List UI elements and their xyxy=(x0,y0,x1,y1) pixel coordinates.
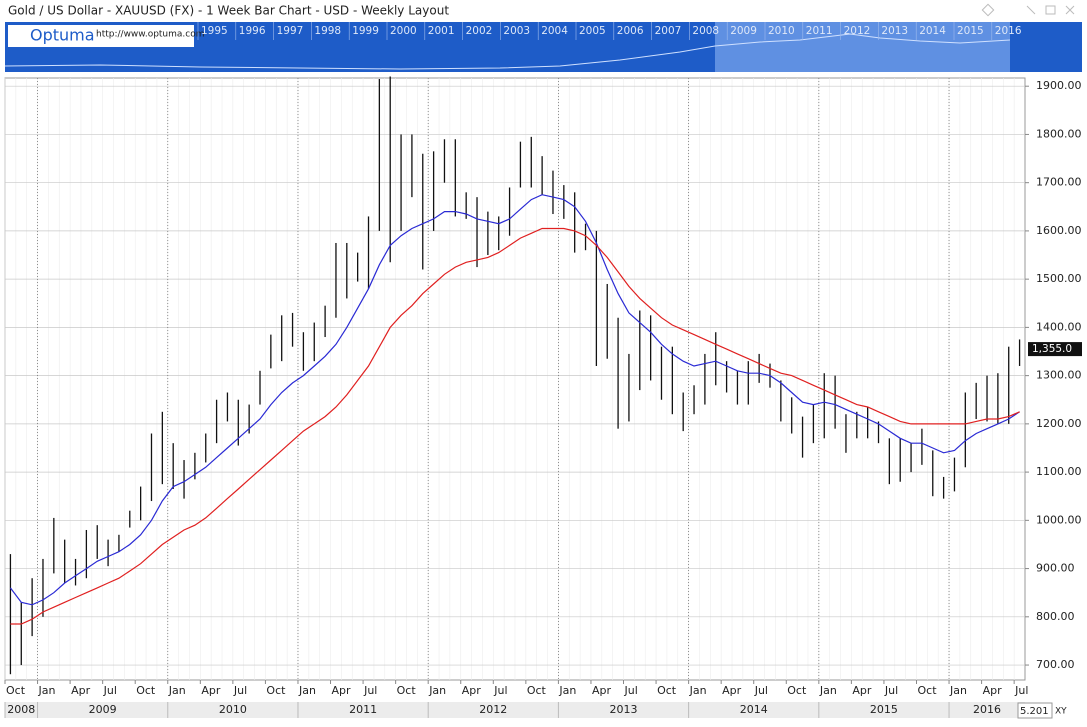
year-label: 2009 xyxy=(89,703,117,716)
x-tick-label: Jul xyxy=(493,684,507,697)
x-tick-label: Oct xyxy=(397,684,417,697)
x-tick-label: Apr xyxy=(852,684,872,697)
navigator-window[interactable] xyxy=(715,22,1010,72)
year-label: 2015 xyxy=(870,703,898,716)
x-tick-label: Apr xyxy=(983,684,1003,697)
x-tick-label: Jan xyxy=(949,684,967,697)
x-tick-label: Jan xyxy=(38,684,56,697)
y-tick-label: 900.00 xyxy=(1036,562,1075,575)
window-controls[interactable] xyxy=(981,3,1075,17)
y-tick-label: 1500.00 xyxy=(1036,272,1082,285)
navigator-year: 2006 xyxy=(617,25,644,37)
x-tick-label: Jul xyxy=(884,684,898,697)
navigator-line xyxy=(4,33,1011,70)
x-tick-label: Oct xyxy=(6,684,26,697)
scale-box: 5.201 xyxy=(1020,706,1049,717)
navigator-year: 2016 xyxy=(995,25,1022,37)
x-tick-label: Apr xyxy=(592,684,612,697)
navigator-year: 2007 xyxy=(655,25,682,37)
year-label: 2014 xyxy=(740,703,768,716)
x-tick-label: Jan xyxy=(428,684,446,697)
x-tick-label: Jan xyxy=(689,684,707,697)
x-tick-label: Oct xyxy=(787,684,807,697)
navigator-year: 2005 xyxy=(579,25,606,37)
diamond-button[interactable] xyxy=(981,3,995,17)
xy-button[interactable]: XY xyxy=(1055,707,1067,717)
y-tick-label: 700.00 xyxy=(1036,658,1075,671)
logo: Optuma xyxy=(30,26,95,45)
x-tick-label: Jul xyxy=(624,684,638,697)
navigator-year: 1996 xyxy=(239,25,266,37)
navigator-year: 2012 xyxy=(844,25,871,37)
x-tick-label: Jan xyxy=(168,684,186,697)
navigator-year: 2014 xyxy=(919,25,946,37)
x-tick-label: Jan xyxy=(298,684,316,697)
x-tick-label: Oct xyxy=(266,684,286,697)
navigator-year: 2009 xyxy=(730,25,757,37)
x-tick-label: Jul xyxy=(363,684,377,697)
x-tick-label: Oct xyxy=(136,684,156,697)
year-label: 2012 xyxy=(479,703,507,716)
navigator-year: 2002 xyxy=(466,25,493,37)
y-tick-label: 1000.00 xyxy=(1036,513,1082,526)
x-tick-label: Oct xyxy=(527,684,547,697)
y-tick-label: 1700.00 xyxy=(1036,176,1082,189)
x-tick-label: Jul xyxy=(754,684,768,697)
x-tick-label: Apr xyxy=(722,684,742,697)
y-tick-label: 1800.00 xyxy=(1036,127,1082,140)
x-tick-label: Oct xyxy=(657,684,677,697)
navigator-year: 2013 xyxy=(881,25,908,37)
navigator[interactable]: Optuma http://www.optuma.com 1995 1996 199… xyxy=(4,22,1082,72)
navigator-year: 2008 xyxy=(692,25,719,37)
y-tick-label: 1600.00 xyxy=(1036,224,1082,237)
last-price-box xyxy=(1028,342,1082,357)
close-button[interactable] xyxy=(1065,5,1075,15)
moving-average xyxy=(10,227,1020,625)
x-tick-label: Apr xyxy=(332,684,352,697)
navigator-year: 1997 xyxy=(277,25,304,37)
navigator-year: 2000 xyxy=(390,25,417,37)
y-tick-label: 1900.00 xyxy=(1036,79,1082,92)
min-button[interactable] xyxy=(1026,5,1036,15)
y-tick-label: 800.00 xyxy=(1036,610,1075,623)
navigator-year: 2004 xyxy=(541,25,568,37)
window-title: Gold / US Dollar - XAUUSD (FX) - 1 Week … xyxy=(8,4,449,18)
last-price-label: 1,355.0 xyxy=(1032,343,1072,355)
year-label: 2010 xyxy=(219,703,247,716)
x-tick-label: Jul xyxy=(1014,684,1028,697)
year-label: 2008 xyxy=(7,703,35,716)
year-row xyxy=(5,702,1025,718)
navigator-year: 2003 xyxy=(503,25,530,37)
navigator-year: 1995 xyxy=(201,25,228,37)
x-tick-label: Jan xyxy=(558,684,576,697)
x-tick-label: Jan xyxy=(819,684,837,697)
x-tick-label: Apr xyxy=(201,684,221,697)
navigator-year: 2011 xyxy=(806,25,833,37)
year-label: 2013 xyxy=(610,703,638,716)
navigator-year: 2001 xyxy=(428,25,455,37)
y-tick-label: 1300.00 xyxy=(1036,369,1082,382)
title-bar xyxy=(0,0,1087,22)
y-tick-label: 1100.00 xyxy=(1036,465,1082,478)
navigator-year: 1999 xyxy=(352,25,379,37)
year-label: 2011 xyxy=(349,703,377,716)
logo-box xyxy=(8,25,194,47)
x-tick-label: Apr xyxy=(462,684,482,697)
scale-box-bg xyxy=(1017,702,1053,719)
moving-average xyxy=(9,194,1020,606)
x-tick-label: Apr xyxy=(71,684,91,697)
y-tick-label: 1200.00 xyxy=(1036,417,1082,430)
x-tick-label: Jul xyxy=(103,684,117,697)
navigator-year: 1998 xyxy=(314,25,341,37)
x-tick-label: Jul xyxy=(233,684,247,697)
max-button[interactable] xyxy=(1045,5,1056,15)
year-label: 2016 xyxy=(973,703,1001,716)
navigator-year: 2010 xyxy=(768,25,795,37)
x-tick-label: Oct xyxy=(917,684,937,697)
logo-url: http://www.optuma.com xyxy=(96,30,205,40)
navigator-year: 2015 xyxy=(957,25,984,37)
y-tick-label: 1400.00 xyxy=(1036,320,1082,333)
